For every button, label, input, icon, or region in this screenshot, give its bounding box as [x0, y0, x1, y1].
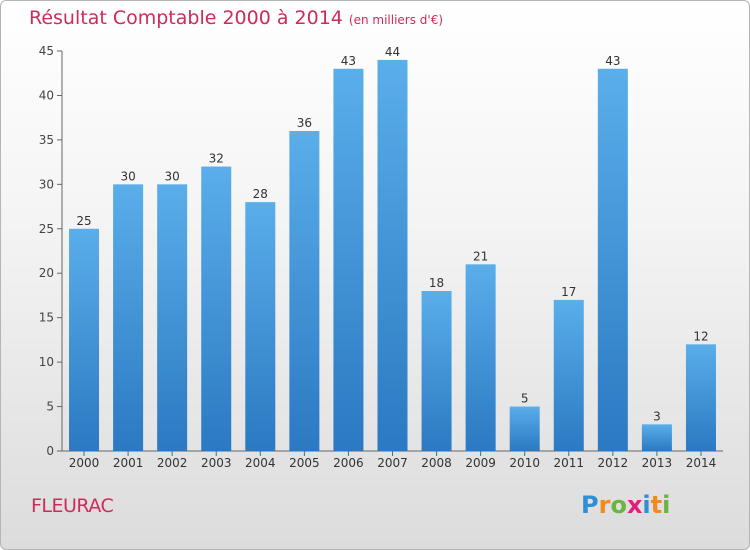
y-tick-label: 30	[39, 177, 54, 191]
bar	[69, 228, 100, 451]
bar-value-label: 25	[76, 214, 91, 228]
x-tick-label: 2001	[113, 456, 144, 470]
bar	[641, 424, 672, 451]
bar	[553, 299, 584, 451]
x-tick-label: 2009	[465, 456, 496, 470]
chart-title-text: Résultat Comptable 2000 à 2014	[29, 7, 343, 29]
logo-letter: P	[581, 491, 599, 519]
bar-value-label: 12	[693, 329, 708, 343]
bar	[685, 344, 716, 451]
chart-title: Résultat Comptable 2000 à 2014 (en millie…	[29, 7, 443, 29]
y-tick-label: 25	[39, 222, 54, 236]
y-tick-label: 15	[39, 311, 54, 325]
x-tick-label: 2007	[377, 456, 408, 470]
bar	[113, 184, 144, 452]
y-tick-label: 20	[39, 266, 54, 280]
x-tick-label: 2003	[201, 456, 232, 470]
x-tick-label: 2014	[686, 456, 717, 470]
bar	[465, 264, 496, 451]
bar-value-label: 21	[473, 249, 488, 263]
x-tick-label: 2013	[642, 456, 673, 470]
bar	[333, 68, 364, 452]
bar	[421, 291, 452, 451]
bar-value-label: 17	[561, 285, 576, 299]
x-tick-label: 2005	[289, 456, 320, 470]
bar	[377, 59, 408, 452]
bar-value-label: 3	[653, 409, 661, 423]
logo-letter: r	[598, 491, 611, 519]
bar-value-label: 43	[605, 54, 620, 68]
proxiti-logo: Proxiti	[581, 491, 670, 519]
bar	[597, 68, 628, 452]
bar-value-label: 30	[165, 169, 180, 183]
bar-value-label: 43	[341, 54, 356, 68]
bar	[289, 131, 320, 451]
x-tick-label: 2008	[421, 456, 452, 470]
bar-value-label: 30	[120, 169, 135, 183]
y-tick-label: 40	[39, 88, 54, 102]
bar-value-label: 5	[521, 392, 529, 406]
y-tick-label: 10	[39, 355, 54, 369]
x-tick-label: 2000	[69, 456, 100, 470]
x-tick-label: 2010	[509, 456, 540, 470]
logo-letter: i	[642, 491, 651, 519]
chart-subtitle: (en milliers d'€)	[348, 13, 444, 27]
logo-letter: o	[610, 491, 627, 519]
logo-letter: i	[662, 491, 671, 519]
bar	[509, 406, 540, 451]
bar	[157, 184, 188, 452]
bar-value-label: 18	[429, 276, 444, 290]
x-tick-label: 2011	[553, 456, 584, 470]
y-tick-label: 0	[46, 444, 54, 458]
x-tick-label: 2006	[333, 456, 364, 470]
logo-letter: x	[626, 491, 643, 519]
logo-letter: t	[650, 491, 663, 519]
bar-value-label: 32	[209, 152, 224, 166]
commune-name: FLEURAC	[31, 495, 114, 517]
bar-value-label: 36	[297, 116, 312, 130]
y-tick-label: 35	[39, 133, 54, 147]
bar-value-label: 28	[253, 187, 268, 201]
x-tick-label: 2002	[157, 456, 188, 470]
y-tick-label: 5	[46, 400, 54, 414]
x-tick-label: 2004	[245, 456, 276, 470]
bar	[245, 202, 276, 451]
y-tick-label: 45	[39, 44, 54, 58]
bar-value-label: 44	[385, 45, 400, 59]
bar	[201, 166, 232, 452]
x-tick-label: 2012	[598, 456, 629, 470]
